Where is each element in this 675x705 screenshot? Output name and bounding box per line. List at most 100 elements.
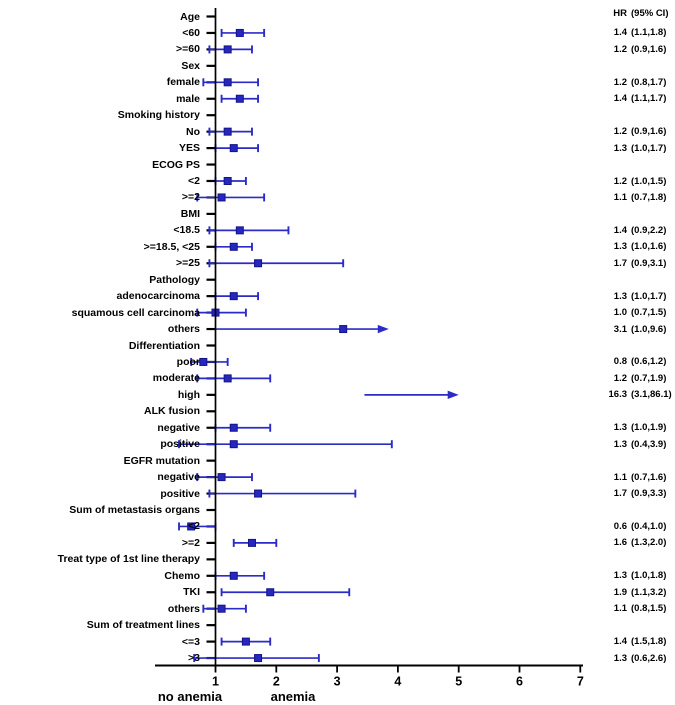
row-label-section: Sex xyxy=(181,59,200,72)
ci-value: (0.7,1.5) xyxy=(631,307,667,319)
row-label: female xyxy=(166,76,200,89)
hr-point-marker xyxy=(229,242,238,251)
hr-value: 1.4 xyxy=(613,224,627,236)
ci-value: (0.7,1.6) xyxy=(631,471,667,483)
ci-value: (0.9,1.6) xyxy=(631,126,667,138)
hr-point-marker xyxy=(235,94,244,103)
row-label: >3 xyxy=(188,652,200,665)
ci-value: (0.9,3.3) xyxy=(631,488,667,500)
hr-value: 1.3 xyxy=(613,438,627,450)
x-axis-tick-label: 5 xyxy=(455,675,462,689)
row-label: moderate xyxy=(152,372,200,385)
hr-value: 1.1 xyxy=(613,603,627,615)
hr-value: 1.3 xyxy=(613,142,627,154)
hr-value: 0.8 xyxy=(613,356,627,368)
row-label: others xyxy=(167,602,200,615)
ci-column-header: (95% CI) xyxy=(631,8,669,19)
row-label: <2 xyxy=(188,520,200,533)
row-label: <18.5 xyxy=(173,224,200,237)
ci-value: (1.0,1.7) xyxy=(631,290,667,302)
hr-point-marker xyxy=(199,357,208,366)
ci-value: (0.7,1.8) xyxy=(631,191,667,203)
hr-point-marker xyxy=(217,473,226,482)
hr-value: 1.1 xyxy=(613,471,627,483)
hr-value: 1.3 xyxy=(613,570,627,582)
row-label: high xyxy=(177,388,200,401)
row-label-section: Age xyxy=(180,10,200,23)
hr-point-marker xyxy=(229,423,238,432)
ci-value: (0.7,1.9) xyxy=(631,372,667,384)
row-label: <60 xyxy=(182,26,200,39)
row-label: <=3 xyxy=(181,635,200,648)
hr-value: 1.4 xyxy=(613,93,627,105)
ci-value: (0.8,1.5) xyxy=(631,603,667,615)
row-label-section: ECOG PS xyxy=(152,158,200,171)
ci-value: (1.1,1.8) xyxy=(631,27,667,39)
row-label: squamous cell carcinoma xyxy=(71,306,200,319)
ci-value: (1.1,1.7) xyxy=(631,93,667,105)
ci-value: (0.9,3.1) xyxy=(631,257,667,269)
row-label: male xyxy=(176,92,200,105)
row-label: TKI xyxy=(183,586,200,599)
arrowhead-right-icon xyxy=(447,390,459,400)
hr-point-marker xyxy=(217,193,226,202)
x-axis-tick-label: 2 xyxy=(273,675,280,689)
row-label-section: BMI xyxy=(180,207,200,220)
row-label: positive xyxy=(160,487,200,500)
row-label: negative xyxy=(157,421,200,434)
hr-point-marker xyxy=(339,325,348,334)
ci-value: (0.6,1.2) xyxy=(631,356,667,368)
row-label-section: Pathology xyxy=(149,273,200,286)
hr-point-marker xyxy=(217,604,226,613)
x-axis-tick-label: 4 xyxy=(394,675,401,689)
hr-point-marker xyxy=(254,654,263,663)
row-label: No xyxy=(186,125,200,138)
row-label: positive xyxy=(160,438,200,451)
hr-value: 1.7 xyxy=(613,488,627,500)
row-label-section: Sum of metastasis organs xyxy=(69,504,200,516)
ci-value: (1.1,3.2) xyxy=(631,586,667,598)
ci-value: (1.0,9.6) xyxy=(631,323,667,335)
x-axis-tick-label: 1 xyxy=(212,675,219,689)
row-label: >=60 xyxy=(176,43,200,56)
ci-value: (1.5,1.8) xyxy=(631,636,667,648)
hr-value: 3.1 xyxy=(613,323,627,335)
ci-value: (0.8,1.7) xyxy=(631,76,667,88)
ci-value: (1.0,1.8) xyxy=(631,570,667,582)
hr-point-marker xyxy=(229,571,238,580)
hr-value: 1.2 xyxy=(613,372,627,384)
row-label-section: Treat type of 1st line therapy xyxy=(57,553,200,566)
hr-point-marker xyxy=(235,28,244,37)
ci-value: (0.6,2.6) xyxy=(631,652,667,664)
arrowhead-right-icon xyxy=(377,324,389,334)
hr-value: 1.9 xyxy=(613,586,627,598)
row-label: >=25 xyxy=(176,257,200,270)
hr-value: 1.1 xyxy=(613,191,627,203)
hr-point-marker xyxy=(223,78,232,87)
row-label: adenocarcinoma xyxy=(116,290,200,303)
hr-point-marker xyxy=(223,45,232,54)
hr-value: 1.3 xyxy=(613,422,627,434)
hr-value: 0.6 xyxy=(613,520,627,532)
ci-value: (1.0,1.9) xyxy=(631,422,667,434)
hr-point-marker xyxy=(247,538,256,547)
hr-value: 16.3 xyxy=(608,389,628,401)
ci-value: (1.0,1.7) xyxy=(631,142,667,154)
x-axis-group-label-right: anemia xyxy=(270,689,316,704)
hr-point-marker xyxy=(254,489,263,498)
row-label-section: EGFR mutation xyxy=(123,454,200,467)
row-label: others xyxy=(167,323,200,336)
row-label: negative xyxy=(157,471,200,484)
x-axis-tick-label: 6 xyxy=(516,675,523,689)
x-axis-tick-label: 3 xyxy=(334,675,341,689)
hr-value: 1.4 xyxy=(613,27,627,39)
row-label: poor xyxy=(176,355,200,368)
ci-value: (3.1,86.1) xyxy=(631,389,672,401)
x-axis-tick-label: 7 xyxy=(577,675,584,689)
hr-point-marker xyxy=(266,588,275,597)
row-label-section: Sum of treatment lines xyxy=(86,619,200,632)
ci-value: (0.9,1.6) xyxy=(631,43,667,55)
hr-point-marker xyxy=(254,259,263,268)
